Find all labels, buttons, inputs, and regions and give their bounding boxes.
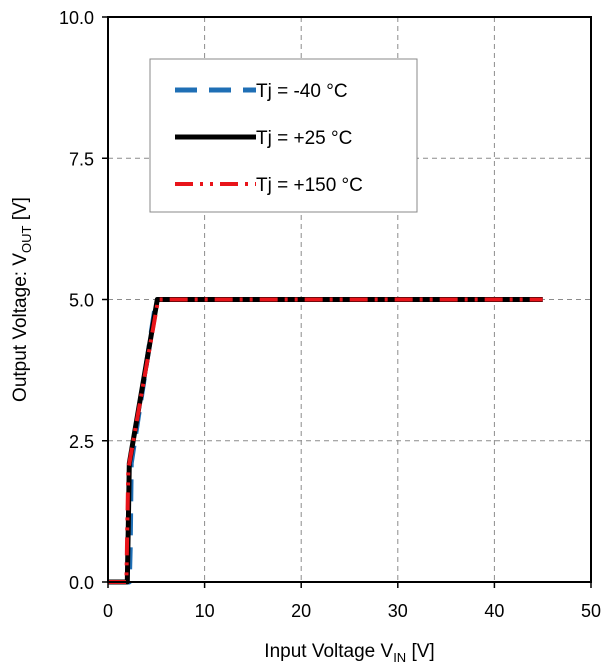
legend-box bbox=[149, 58, 418, 213]
legend-label-3: Tj = +150 °C bbox=[256, 175, 363, 196]
y-tick-label: 5.0 bbox=[69, 291, 94, 311]
y-axis-title: Output Voltage: VOUT [V] bbox=[10, 197, 34, 402]
x-tick-label: 10 bbox=[195, 601, 215, 621]
legend-label-1: Tj = -40 °C bbox=[256, 81, 348, 102]
y-tick-label: 7.5 bbox=[69, 149, 94, 169]
legend-label-2: Tj = +25 °C bbox=[256, 128, 352, 149]
x-tick-label: 20 bbox=[291, 601, 311, 621]
x-axis-title: Input Voltage VIN [V] bbox=[264, 641, 434, 665]
y-tick-label: 0.0 bbox=[69, 573, 94, 593]
x-tick-label: 30 bbox=[388, 601, 408, 621]
x-tick-label: 40 bbox=[484, 601, 504, 621]
y-tick-label: 2.5 bbox=[69, 432, 94, 452]
tick-labels: 0 10 20 30 40 50 0.0 2.5 5.0 7.5 10.0 bbox=[59, 8, 601, 621]
y-tick-label: 10.0 bbox=[59, 8, 94, 28]
legend: Tj = -40 °C Tj = +25 °C Tj = +150 °C bbox=[149, 58, 418, 213]
x-tick-label: 50 bbox=[581, 601, 601, 621]
x-tick-label: 0 bbox=[103, 601, 113, 621]
